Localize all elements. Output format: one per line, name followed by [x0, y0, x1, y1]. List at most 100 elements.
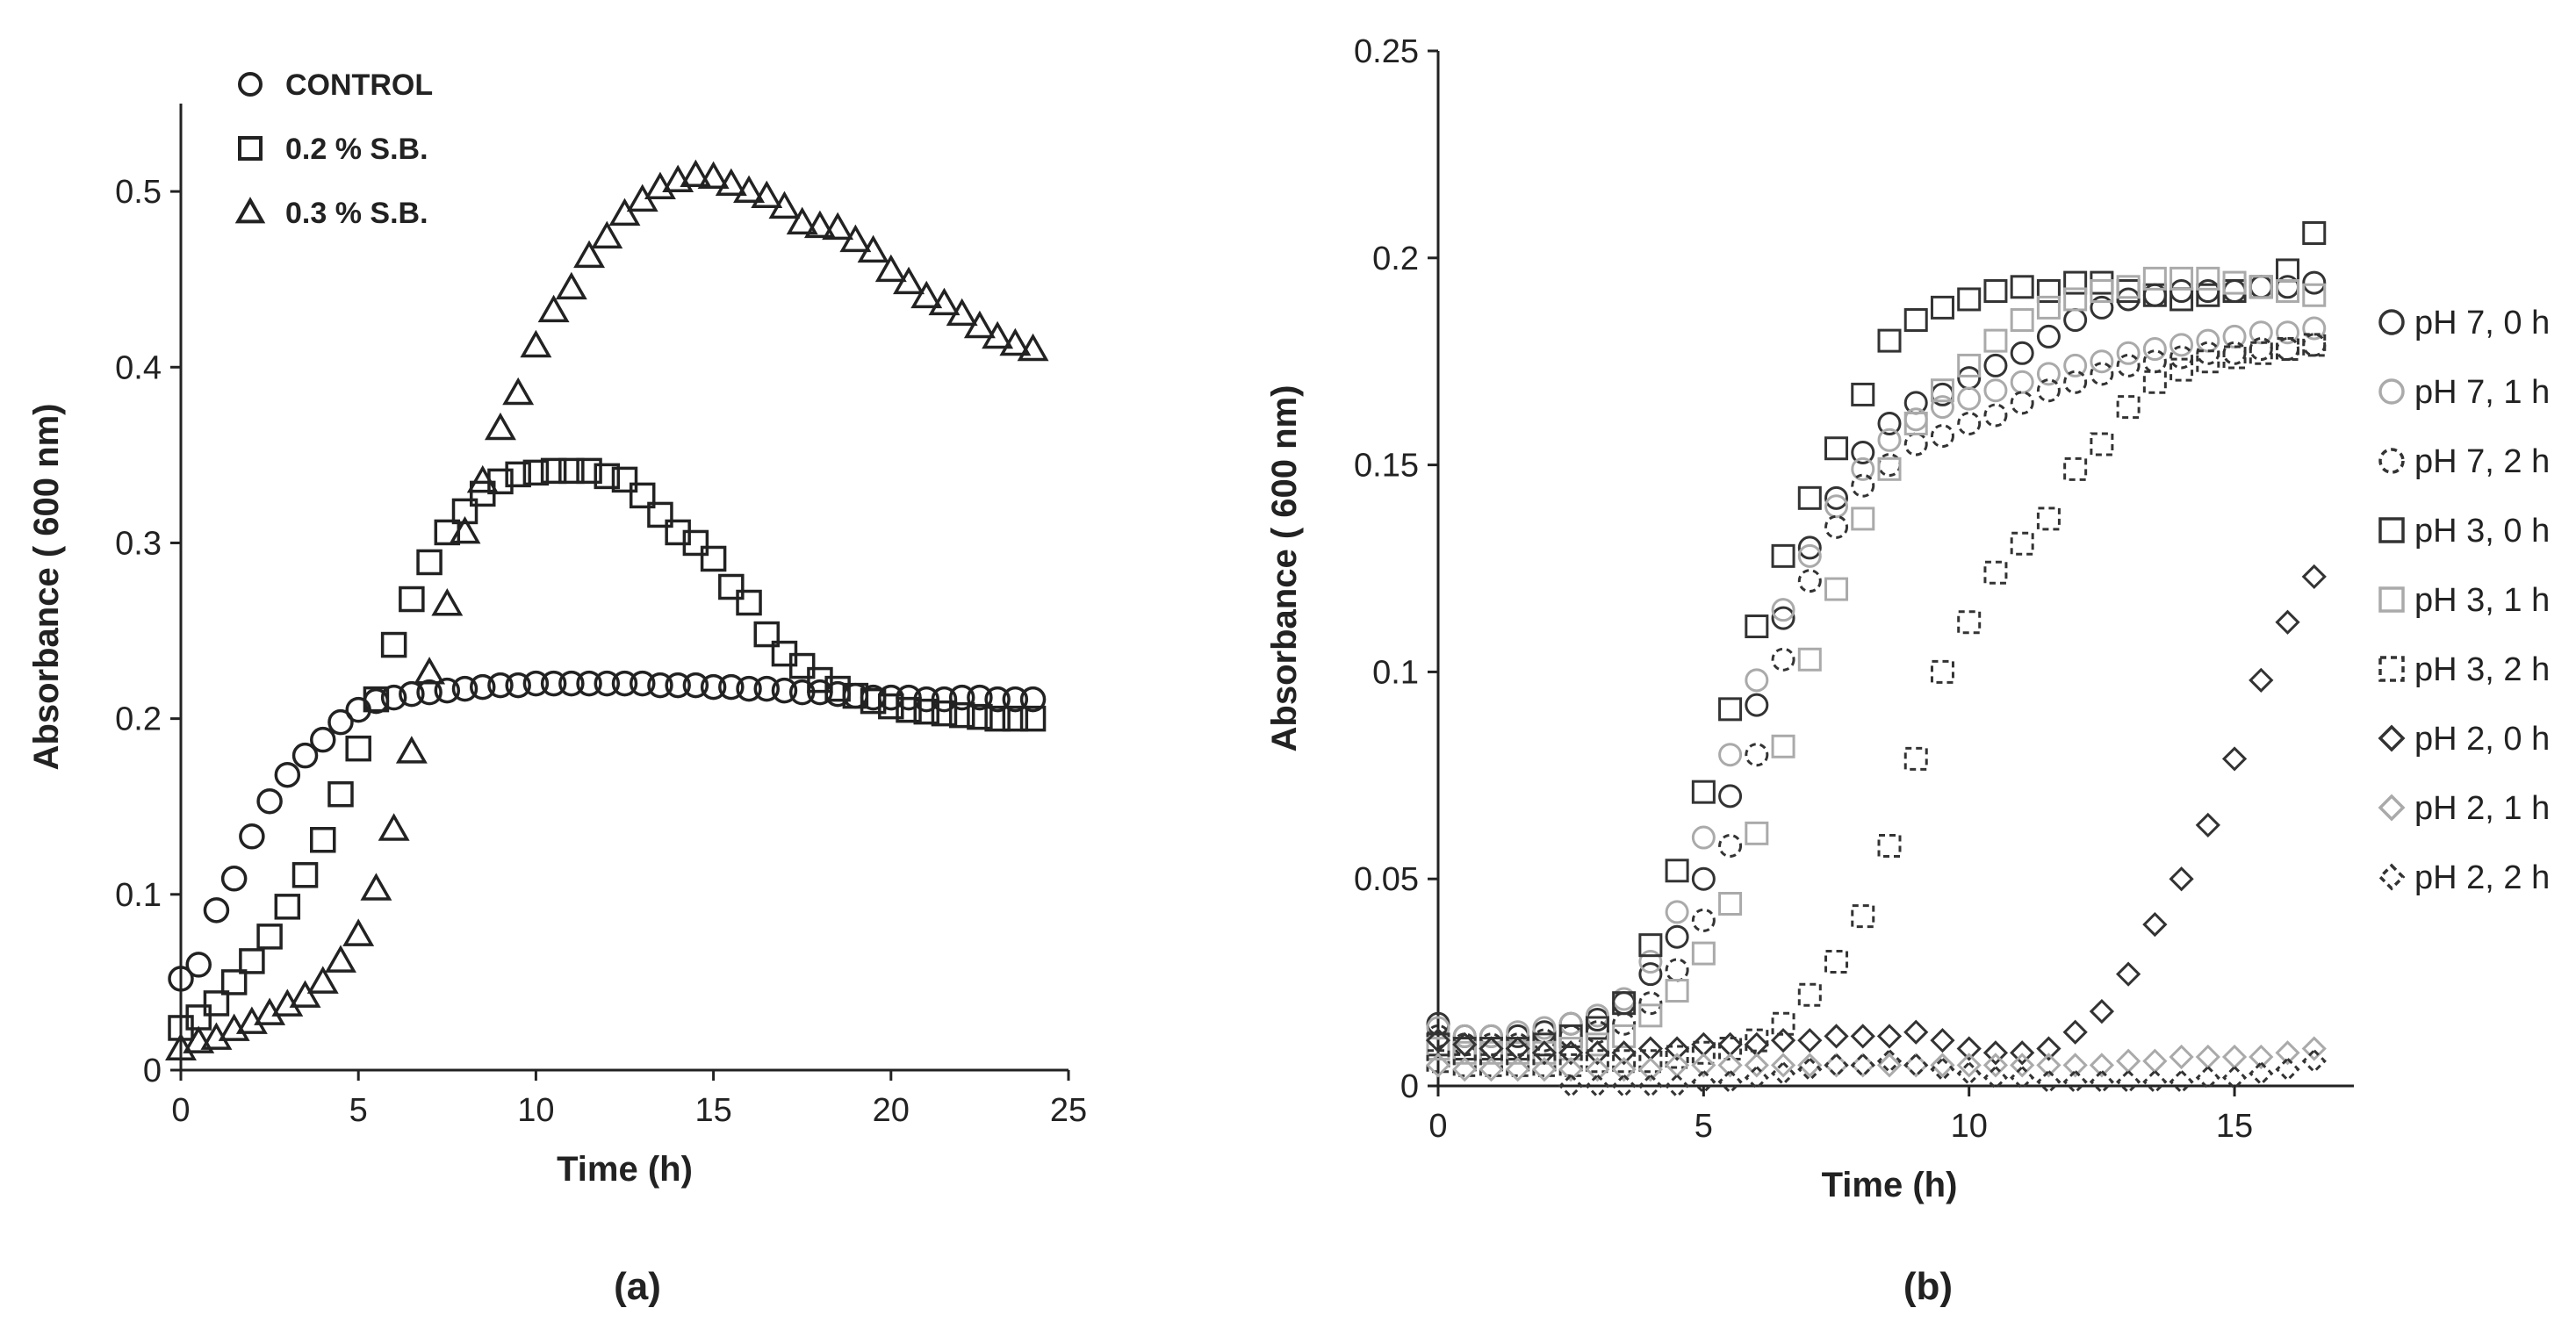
- data-point: [416, 549, 443, 576]
- data-point: [1824, 950, 1849, 974]
- data-point: [1770, 1053, 1796, 1078]
- data-point: [1824, 494, 1849, 519]
- data-point: [1983, 328, 2008, 353]
- data-point: [1637, 1036, 1664, 1061]
- data-point: [185, 952, 212, 978]
- data-point: [218, 1013, 250, 1041]
- data-point: [1585, 1016, 1609, 1040]
- data-point: [1771, 647, 1795, 672]
- data-point: [715, 168, 747, 197]
- data-point: [1877, 328, 1902, 353]
- data-point: [1638, 950, 1663, 974]
- data-point: [967, 703, 993, 730]
- data-point: [2090, 295, 2114, 320]
- data-point: [2142, 1048, 2168, 1074]
- data-point: [718, 573, 745, 600]
- data-point: [682, 672, 709, 699]
- data-point: [2275, 609, 2300, 635]
- data-point: [967, 684, 993, 711]
- data-point: [291, 862, 319, 888]
- x-tick-label: 10: [1951, 1108, 1988, 1145]
- data-point: [1637, 1057, 1664, 1082]
- data-point: [2249, 275, 2273, 299]
- data-point: [1876, 1053, 1903, 1078]
- y-tick-label: 0: [1400, 1068, 1419, 1105]
- series-0-3-s-b: [165, 159, 1049, 1060]
- data-point: [1691, 1053, 1716, 1078]
- data-point: [2010, 391, 2034, 415]
- data-point: [1982, 1053, 2009, 1078]
- x-tick-label: 15: [694, 1092, 731, 1129]
- data-point: [2090, 349, 2114, 374]
- data-point: [1824, 577, 1849, 601]
- data-point: [484, 412, 516, 441]
- data-point: [1903, 432, 1928, 456]
- data-point: [2249, 1044, 2274, 1070]
- data-point: [1479, 1040, 1503, 1065]
- data-point: [203, 990, 230, 1017]
- data-point: [1983, 353, 2008, 377]
- data-point: [274, 761, 301, 788]
- y-tick-label: 0.5: [115, 174, 162, 211]
- data-point: [2115, 1048, 2141, 1074]
- data-point: [520, 329, 552, 358]
- data-point: [451, 675, 479, 702]
- data-point: [1797, 485, 1822, 510]
- data-point: [1479, 1053, 1503, 1077]
- data-point: [1770, 1060, 1796, 1086]
- legend-marker-diamond: [2378, 724, 2406, 752]
- data-point: [2169, 357, 2194, 382]
- data-point: [1002, 705, 1029, 732]
- data-point: [1017, 333, 1049, 362]
- legend-label: pH 3, 2 h: [2414, 651, 2550, 688]
- data-point: [1744, 1053, 1769, 1078]
- data-point: [1665, 859, 1689, 883]
- data-point: [399, 586, 425, 613]
- legend-label: pH 3, 0 h: [2414, 513, 2550, 550]
- data-point: [1505, 1057, 1530, 1082]
- data-point: [2196, 283, 2220, 307]
- data-point: [1982, 1040, 2009, 1066]
- legend-marker-circle: [2378, 378, 2405, 405]
- data-point: [1877, 428, 1902, 452]
- data-point: [1558, 1024, 1583, 1048]
- data-point: [1638, 962, 1663, 987]
- data-point: [1851, 904, 1875, 929]
- data-point: [948, 701, 975, 729]
- data-point: [360, 873, 392, 901]
- data-point: [2010, 275, 2034, 299]
- data-point: [647, 501, 673, 528]
- x-axis-title: Time (h): [1822, 1166, 1958, 1204]
- legend-marker-square: [238, 136, 263, 161]
- data-point: [2089, 1053, 2115, 1078]
- data-point: [1718, 891, 1743, 916]
- data-point: [1771, 543, 1795, 568]
- data-point: [1585, 1032, 1609, 1057]
- data-point: [2063, 287, 2088, 312]
- data-point: [1532, 1053, 1557, 1077]
- data-point: [2063, 370, 2088, 394]
- data-point: [1585, 1040, 1610, 1066]
- data-point: [1903, 308, 1928, 333]
- x-tick-label: 0: [1428, 1108, 1447, 1145]
- data-point: [2090, 362, 2114, 386]
- data-point: [395, 736, 428, 764]
- data-point: [1824, 485, 1849, 510]
- x-tick-label: 10: [517, 1092, 554, 1129]
- data-point: [1930, 295, 1954, 320]
- data-point: [2036, 295, 2061, 320]
- data-point: [1903, 1019, 1929, 1045]
- data-point: [1717, 1053, 1743, 1078]
- data-point: [842, 682, 869, 709]
- data-point: [1691, 941, 1716, 966]
- data-point: [1718, 784, 1743, 809]
- data-point: [1824, 1024, 1849, 1049]
- data-point: [522, 459, 550, 486]
- data-point: [611, 670, 638, 697]
- data-point: [999, 327, 1032, 356]
- data-point: [1930, 659, 1954, 684]
- data-point: [2222, 345, 2247, 370]
- data-point: [896, 696, 922, 723]
- data-point: [2063, 353, 2088, 377]
- data-point: [2063, 456, 2088, 481]
